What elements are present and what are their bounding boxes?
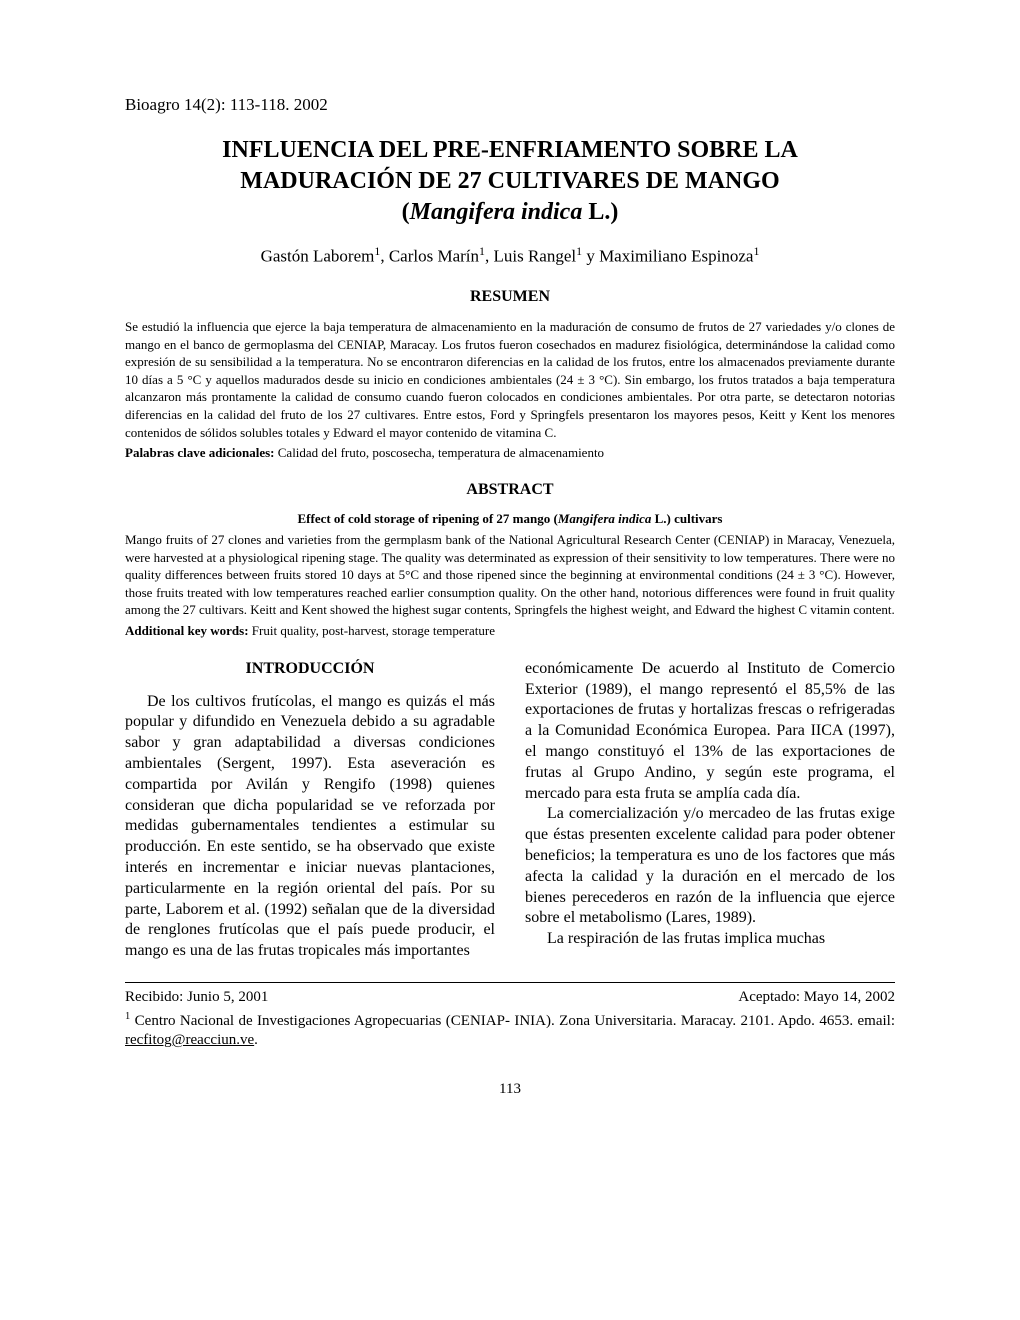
page-number: 113 — [125, 1081, 895, 1098]
column-right: económicamente De acuerdo al Instituto d… — [525, 659, 895, 962]
abstract-subtitle: Effect of cold storage of ripening of 27… — [125, 511, 895, 527]
author-4: Maximiliano Espinoza — [599, 246, 753, 265]
intro-heading: INTRODUCCIÓN — [125, 659, 495, 680]
author-3: Luis Rangel — [493, 246, 576, 265]
author-1: Gastón Laborem — [261, 246, 375, 265]
accepted-date: Aceptado: Mayo 14, 2002 — [738, 989, 895, 1006]
intro-col2-p1: económicamente De acuerdo al Instituto d… — [525, 659, 895, 805]
author-2-sup: 1 — [479, 244, 485, 258]
journal-citation: Bioagro 14(2): 113-118. 2002 — [125, 95, 895, 115]
author-1-sup: 1 — [374, 244, 380, 258]
authors-line: Gastón Laborem1, Carlos Marín1, Luis Ran… — [125, 244, 895, 267]
footnote-affiliation-end: . — [254, 1032, 258, 1048]
resumen-text: Se estudió la influencia que ejerce la b… — [125, 318, 895, 441]
received-date: Recibido: Junio 5, 2001 — [125, 989, 268, 1006]
abstract-keywords: Additional key words: Fruit quality, pos… — [125, 623, 895, 639]
abstract-subtitle-prefix: Effect of cold storage of ripening of 27… — [297, 511, 557, 526]
resumen-heading: RESUMEN — [125, 288, 895, 306]
abstract-subtitle-suffix: L.) cultivars — [651, 511, 722, 526]
author-3-sup: 1 — [576, 244, 582, 258]
resumen-keywords-text: Calidad del fruto, poscosecha, temperatu… — [275, 445, 605, 460]
column-left: INTRODUCCIÓN De los cultivos frutícolas,… — [125, 659, 495, 962]
article-title: INFLUENCIA DEL PRE-ENFRIAMENTO SOBRE LA … — [125, 135, 895, 229]
title-line-1: INFLUENCIA DEL PRE-ENFRIAMENTO SOBRE LA — [222, 137, 798, 163]
title-species: Mangifera indica — [410, 199, 583, 225]
intro-paragraph-1: De los cultivos frutícolas, el mango es … — [125, 692, 495, 962]
resumen-keywords-label: Palabras clave adicionales: — [125, 445, 275, 460]
footnote-dates: Recibido: Junio 5, 2001 Aceptado: Mayo 1… — [125, 989, 895, 1006]
footnote-affiliation-text: Centro Nacional de Investigaciones Agrop… — [130, 1013, 895, 1029]
abstract-text: Mango fruits of 27 clones and varieties … — [125, 531, 895, 619]
footnote-affiliation: 1 Centro Nacional de Investigaciones Agr… — [125, 1010, 895, 1051]
body-columns: INTRODUCCIÓN De los cultivos frutícolas,… — [125, 659, 895, 962]
intro-col2-p3: La respiración de las frutas implica muc… — [525, 929, 895, 950]
abstract-keywords-text: Fruit quality, post-harvest, storage tem… — [249, 623, 495, 638]
intro-col2-p2: La comercialización y/o mercadeo de las … — [525, 804, 895, 929]
abstract-subtitle-species: Mangifera indica — [558, 511, 652, 526]
title-line-2: MADURACIÓN DE 27 CULTIVARES DE MANGO — [240, 168, 779, 194]
title-line-3-suffix: L.) — [582, 199, 618, 225]
abstract-heading: ABSTRACT — [125, 481, 895, 499]
abstract-keywords-label: Additional key words: — [125, 623, 249, 638]
title-line-3-prefix: ( — [402, 199, 410, 225]
author-4-sup: 1 — [753, 244, 759, 258]
resumen-keywords: Palabras clave adicionales: Calidad del … — [125, 445, 895, 461]
footnote-divider — [125, 982, 895, 983]
footnote-email: recfitog@reacciun.ve — [125, 1032, 254, 1048]
author-2: Carlos Marín — [389, 246, 479, 265]
